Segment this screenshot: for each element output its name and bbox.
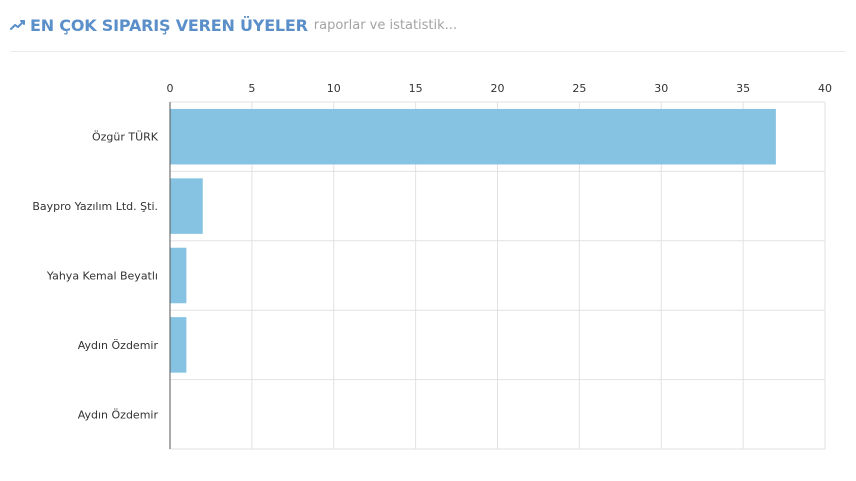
y-tick-label: Baypro Yazılım Ltd. Şti. bbox=[32, 200, 158, 213]
x-tick-label: 30 bbox=[654, 82, 668, 95]
bar bbox=[170, 247, 187, 304]
y-tick-label: Yahya Kemal Beyatlı bbox=[46, 270, 158, 283]
x-tick-label: 10 bbox=[327, 82, 341, 95]
x-tick-label: 0 bbox=[167, 82, 174, 95]
y-tick-label: Aydın Özdemir bbox=[78, 339, 159, 352]
header-divider bbox=[10, 51, 846, 52]
y-tick-label: Aydın Özdemir bbox=[78, 408, 159, 421]
page-title: EN ÇOK SIPARIŞ VEREN ÜYELER bbox=[30, 15, 308, 35]
panel-header: EN ÇOK SIPARIŞ VEREN ÜYELER raporlar ve … bbox=[10, 12, 457, 38]
bar bbox=[170, 317, 187, 373]
line-chart-icon bbox=[10, 20, 25, 30]
y-tick-label: Özgür TÜRK bbox=[92, 131, 159, 144]
x-tick-label: 5 bbox=[248, 82, 255, 95]
x-tick-label: 40 bbox=[818, 82, 832, 95]
x-tick-label: 35 bbox=[736, 82, 750, 95]
x-tick-label: 25 bbox=[572, 82, 586, 95]
bar bbox=[170, 178, 203, 234]
x-tick-label: 20 bbox=[491, 82, 505, 95]
page-subtitle: raporlar ve istatistik... bbox=[313, 17, 458, 33]
x-tick-label: 15 bbox=[409, 82, 423, 95]
bar bbox=[170, 108, 776, 165]
